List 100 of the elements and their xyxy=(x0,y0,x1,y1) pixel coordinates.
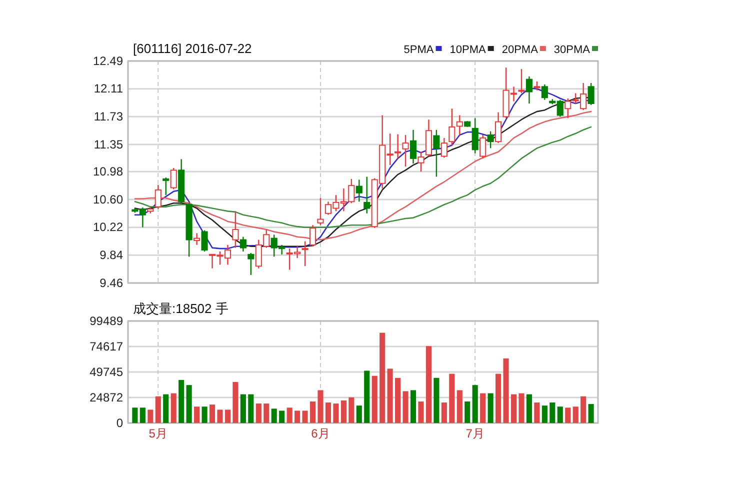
candlestick xyxy=(170,167,177,190)
bar xyxy=(186,385,192,423)
bar xyxy=(364,370,370,423)
candlestick xyxy=(402,134,409,168)
bar xyxy=(356,406,362,423)
bar xyxy=(256,404,262,423)
bar xyxy=(372,376,378,423)
bar xyxy=(534,402,540,423)
bar xyxy=(294,410,300,423)
bar xyxy=(286,408,292,423)
candlestick xyxy=(232,210,239,248)
bar xyxy=(426,346,432,423)
y-tick-label: 11.73 xyxy=(94,110,124,124)
bar xyxy=(418,401,424,423)
bar xyxy=(310,401,316,423)
y-tick-label: 10.98 xyxy=(92,164,124,178)
candlestick xyxy=(440,137,448,158)
bar xyxy=(240,394,246,423)
bar xyxy=(140,408,146,423)
candlestick xyxy=(317,197,324,226)
candlestick xyxy=(194,232,200,246)
candlestick xyxy=(487,130,494,149)
candlestick xyxy=(472,118,478,154)
bar xyxy=(395,378,401,423)
bar xyxy=(348,397,354,423)
y-tick-label: 74617 xyxy=(90,339,124,354)
bar xyxy=(550,402,556,423)
bar xyxy=(209,404,216,423)
candlestick xyxy=(418,151,424,172)
bar xyxy=(163,394,169,423)
candlestick xyxy=(518,68,525,94)
bar xyxy=(449,374,455,423)
y-tick-label: 12.49 xyxy=(92,54,124,68)
candlestick xyxy=(364,176,370,214)
y-tick-label: 12.11 xyxy=(94,82,124,96)
bar xyxy=(380,332,386,423)
bar xyxy=(588,404,594,423)
legend-label: 5PMA xyxy=(404,44,434,56)
legend-label: 20PMA xyxy=(502,44,539,56)
chart-title: [601116] 2016-07-22 xyxy=(133,41,252,56)
y-tick-label: 49745 xyxy=(90,364,124,379)
bar xyxy=(333,404,339,423)
x-tick-label: 7月 xyxy=(466,426,484,441)
bar xyxy=(279,410,285,423)
bar xyxy=(248,394,254,423)
y-tick-label: 9.46 xyxy=(100,276,124,290)
bar xyxy=(402,391,408,423)
bar xyxy=(464,401,470,423)
candlestick xyxy=(433,129,440,178)
candlestick xyxy=(410,129,417,164)
bar xyxy=(580,396,586,423)
bar xyxy=(518,393,524,423)
bar xyxy=(340,400,346,423)
chart-title: 成交量:18502 手 xyxy=(133,301,228,316)
bar xyxy=(387,368,393,423)
bar xyxy=(232,382,238,423)
bar xyxy=(472,385,478,423)
bar xyxy=(170,393,176,423)
bar xyxy=(480,393,486,423)
x-tick-label: 6月 xyxy=(311,426,330,441)
candlestick xyxy=(302,240,308,267)
legend-label: 30PMA xyxy=(554,44,591,56)
bar xyxy=(202,406,208,423)
candlestick xyxy=(309,224,316,247)
bar xyxy=(178,380,184,423)
bar xyxy=(542,406,548,423)
bar xyxy=(572,406,578,423)
bar xyxy=(217,410,223,423)
candlestick xyxy=(588,82,594,106)
bar xyxy=(503,358,509,423)
x-tick-label: 5月 xyxy=(148,426,168,441)
candlestick xyxy=(448,108,456,146)
candlestick xyxy=(495,112,502,144)
candlestick xyxy=(201,230,208,252)
bar xyxy=(557,406,563,423)
candlestick xyxy=(394,134,402,160)
bar xyxy=(224,410,230,423)
candlestick xyxy=(240,236,246,252)
y-tick-label: 10.22 xyxy=(92,220,124,234)
candlestick xyxy=(356,179,362,202)
candlestick xyxy=(162,176,170,196)
legend-label: 10PMA xyxy=(450,44,486,56)
candlestick xyxy=(248,252,254,276)
bar xyxy=(441,402,447,423)
bar xyxy=(488,393,494,423)
candlestick xyxy=(480,134,486,160)
bar xyxy=(496,374,502,423)
y-tick-label: 11.35 xyxy=(94,137,124,152)
bar xyxy=(325,402,331,423)
bar xyxy=(318,390,324,423)
bar xyxy=(565,408,571,423)
bar xyxy=(155,396,161,423)
bar xyxy=(456,390,462,423)
y-tick-label: 24872 xyxy=(90,390,124,404)
bar xyxy=(271,408,277,423)
bar xyxy=(434,378,440,423)
bar xyxy=(302,410,308,423)
candlestick xyxy=(154,184,162,210)
y-tick-label: 99489 xyxy=(90,314,124,328)
bar xyxy=(194,406,200,423)
